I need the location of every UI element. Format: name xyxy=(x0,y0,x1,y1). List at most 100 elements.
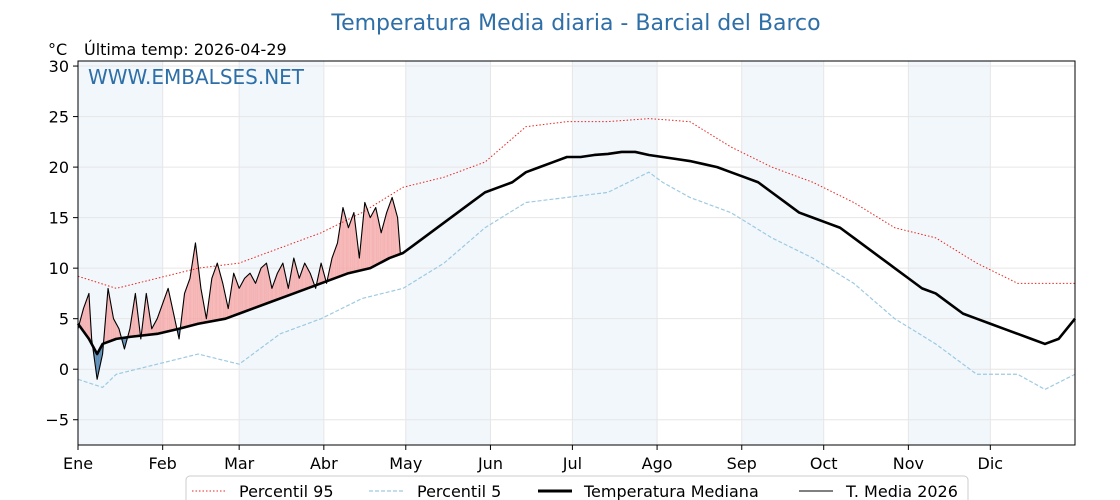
fill-above-median xyxy=(255,279,257,308)
fill-above-median xyxy=(217,263,219,321)
series-line-2026 xyxy=(77,196,401,380)
fill-above-median xyxy=(256,275,259,308)
fill-above-median xyxy=(282,263,285,298)
fill-above-median xyxy=(196,254,199,325)
fill-above-median xyxy=(347,222,349,274)
month-band xyxy=(741,61,824,445)
fill-above-median xyxy=(250,273,252,310)
series-line-p5 xyxy=(77,171,1076,391)
fill-above-median xyxy=(289,273,292,295)
fill-above-median xyxy=(351,216,353,273)
fill-above-median xyxy=(259,268,262,307)
fill-above-median xyxy=(379,226,382,264)
fill-above-median xyxy=(273,280,275,301)
fill-below-median xyxy=(95,351,98,380)
fill-above-median xyxy=(170,301,173,331)
fill-above-median xyxy=(381,227,383,263)
fill-above-median xyxy=(133,293,136,337)
y-axis: −5 0 5 10 15 20 25 30 xyxy=(45,57,78,430)
x-tick-label: Feb xyxy=(149,454,177,473)
fill-above-median xyxy=(390,197,393,258)
legend-median-label: Temperatura Mediana xyxy=(583,482,759,500)
watermark: WWW.EMBALSES.NET xyxy=(88,65,305,89)
x-tick-label: Oct xyxy=(810,454,838,473)
fill-above-median xyxy=(254,280,256,309)
fill-above-median xyxy=(235,277,237,316)
fill-above-median xyxy=(165,292,167,332)
fill-above-median xyxy=(195,242,197,325)
fill-above-median xyxy=(378,220,380,264)
fill-above-median xyxy=(301,266,304,291)
fill-above-median xyxy=(220,273,222,320)
fill-above-median xyxy=(248,273,251,311)
fill-above-median xyxy=(341,207,343,276)
x-tick-label: Nov xyxy=(893,454,924,473)
fill-above-median xyxy=(166,288,169,332)
fill-above-median xyxy=(368,213,371,269)
fill-above-median xyxy=(280,265,282,299)
fill-above-median xyxy=(307,268,309,289)
fill-above-median xyxy=(299,274,301,292)
fill-above-median xyxy=(218,268,221,320)
fill-above-median xyxy=(349,220,352,273)
fill-above-median xyxy=(383,217,386,261)
fill-above-median xyxy=(332,254,334,280)
fill-above-median xyxy=(110,303,113,341)
fill-above-median xyxy=(168,288,170,332)
fill-above-median xyxy=(373,210,375,267)
fill-above-median xyxy=(109,295,111,342)
chart-title: Temperatura Media diaria - Barcial del B… xyxy=(330,11,820,36)
fill-above-median xyxy=(188,278,190,327)
fill-above-median xyxy=(262,265,264,306)
legend-box xyxy=(185,475,969,500)
y-tick-label: −5 xyxy=(45,411,69,430)
fill-above-median xyxy=(322,268,324,283)
month-band xyxy=(405,61,491,445)
fill-above-median xyxy=(348,223,350,274)
fill-above-median xyxy=(338,225,341,277)
fill-above-median xyxy=(169,294,171,331)
fill-above-median xyxy=(198,265,200,324)
fill-above-median xyxy=(371,212,374,268)
fill-above-median xyxy=(271,284,274,302)
fill-above-median xyxy=(149,311,151,335)
fill-above-median xyxy=(251,275,253,310)
fill-above-median xyxy=(164,295,166,333)
fill-above-median xyxy=(87,293,89,339)
fill-above-median xyxy=(131,311,133,337)
y-tick-label: 20 xyxy=(49,158,69,177)
x-tick-label: Dic xyxy=(978,454,1004,473)
fill-above-median xyxy=(389,201,391,259)
fill-above-median xyxy=(211,274,214,322)
x-tick-label: Ago xyxy=(642,454,673,473)
month-band xyxy=(239,61,324,445)
fill-above-median xyxy=(245,275,248,312)
y-tick-label: 30 xyxy=(49,57,69,76)
fill-above-median xyxy=(237,284,240,315)
fill-above-median xyxy=(244,277,246,312)
fill-above-median xyxy=(392,197,394,258)
fill-above-median xyxy=(154,321,156,335)
fill-above-median xyxy=(215,263,218,321)
legend-2026-label: T. Media 2026 xyxy=(845,482,958,500)
fill-above-median xyxy=(136,304,139,337)
fill-above-median xyxy=(382,222,384,262)
fill-above-median xyxy=(304,263,307,290)
y-tick-label: 25 xyxy=(49,108,69,127)
fill-above-median xyxy=(334,246,337,279)
fill-above-median xyxy=(83,304,85,334)
fill-above-median xyxy=(281,263,283,298)
fill-above-median xyxy=(243,278,245,313)
x-tick-label: Sep xyxy=(727,454,757,473)
fill-above-median xyxy=(155,318,158,334)
month-shading xyxy=(78,61,991,445)
x-tick-label: Ene xyxy=(63,454,93,473)
fill-above-median xyxy=(159,307,162,334)
fill-above-median xyxy=(146,293,148,336)
fill-above-median xyxy=(157,314,159,334)
fill-above-median xyxy=(300,270,302,291)
fill-above-median xyxy=(370,215,372,269)
fill-above-median xyxy=(377,213,379,265)
fill-above-median xyxy=(229,290,231,318)
fill-above-median xyxy=(352,212,354,273)
